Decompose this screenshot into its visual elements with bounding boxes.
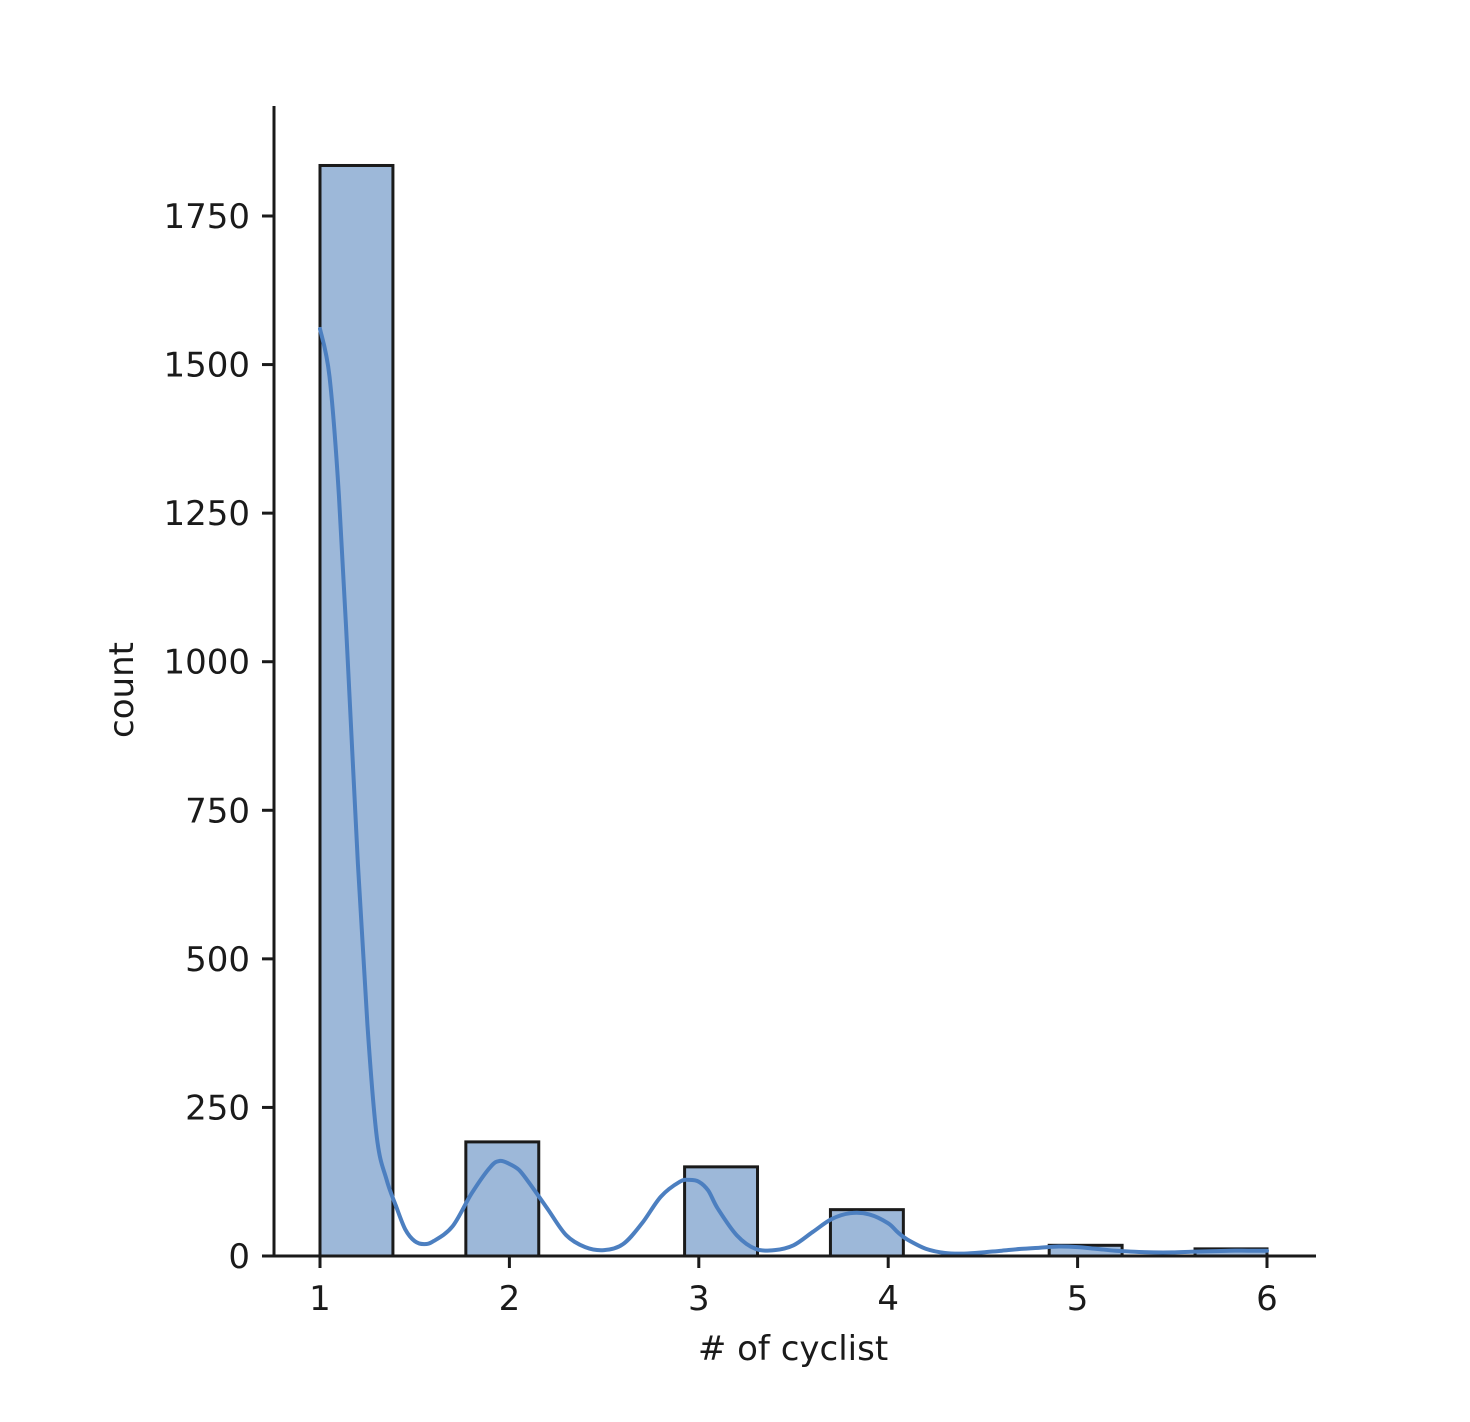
y-tick-label: 1750 <box>163 197 250 237</box>
y-axis-label: count <box>102 642 142 738</box>
kde-layer <box>318 326 1269 1256</box>
x-tick-label: 5 <box>1067 1279 1089 1319</box>
bars-layer <box>318 163 1269 1258</box>
y-tick-label: 250 <box>185 1088 250 1128</box>
histogram-bar-1 <box>318 163 395 1258</box>
y-tick-label: 1500 <box>163 346 250 386</box>
y-tick-label: 1000 <box>163 643 250 683</box>
y-tick-label: 1250 <box>163 494 250 534</box>
y-tick-label: 750 <box>185 791 250 831</box>
x-tick-label: 2 <box>499 1279 521 1319</box>
x-tick-label: 6 <box>1256 1279 1278 1319</box>
axes-layer <box>272 106 1316 1258</box>
y-tick-label: 500 <box>185 940 250 980</box>
ticks-layer: 0 250 500 750 1000 1250 1500 1750 1 2 3 4 5 6 <box>163 197 1277 1319</box>
y-tick-label: 0 <box>228 1237 250 1277</box>
x-axis-label: # of cyclist <box>698 1329 888 1369</box>
x-tick-label: 4 <box>877 1279 899 1319</box>
kde-curve <box>318 326 1269 1256</box>
x-tick-label: 3 <box>688 1279 710 1319</box>
x-tick-label: 1 <box>309 1279 331 1319</box>
